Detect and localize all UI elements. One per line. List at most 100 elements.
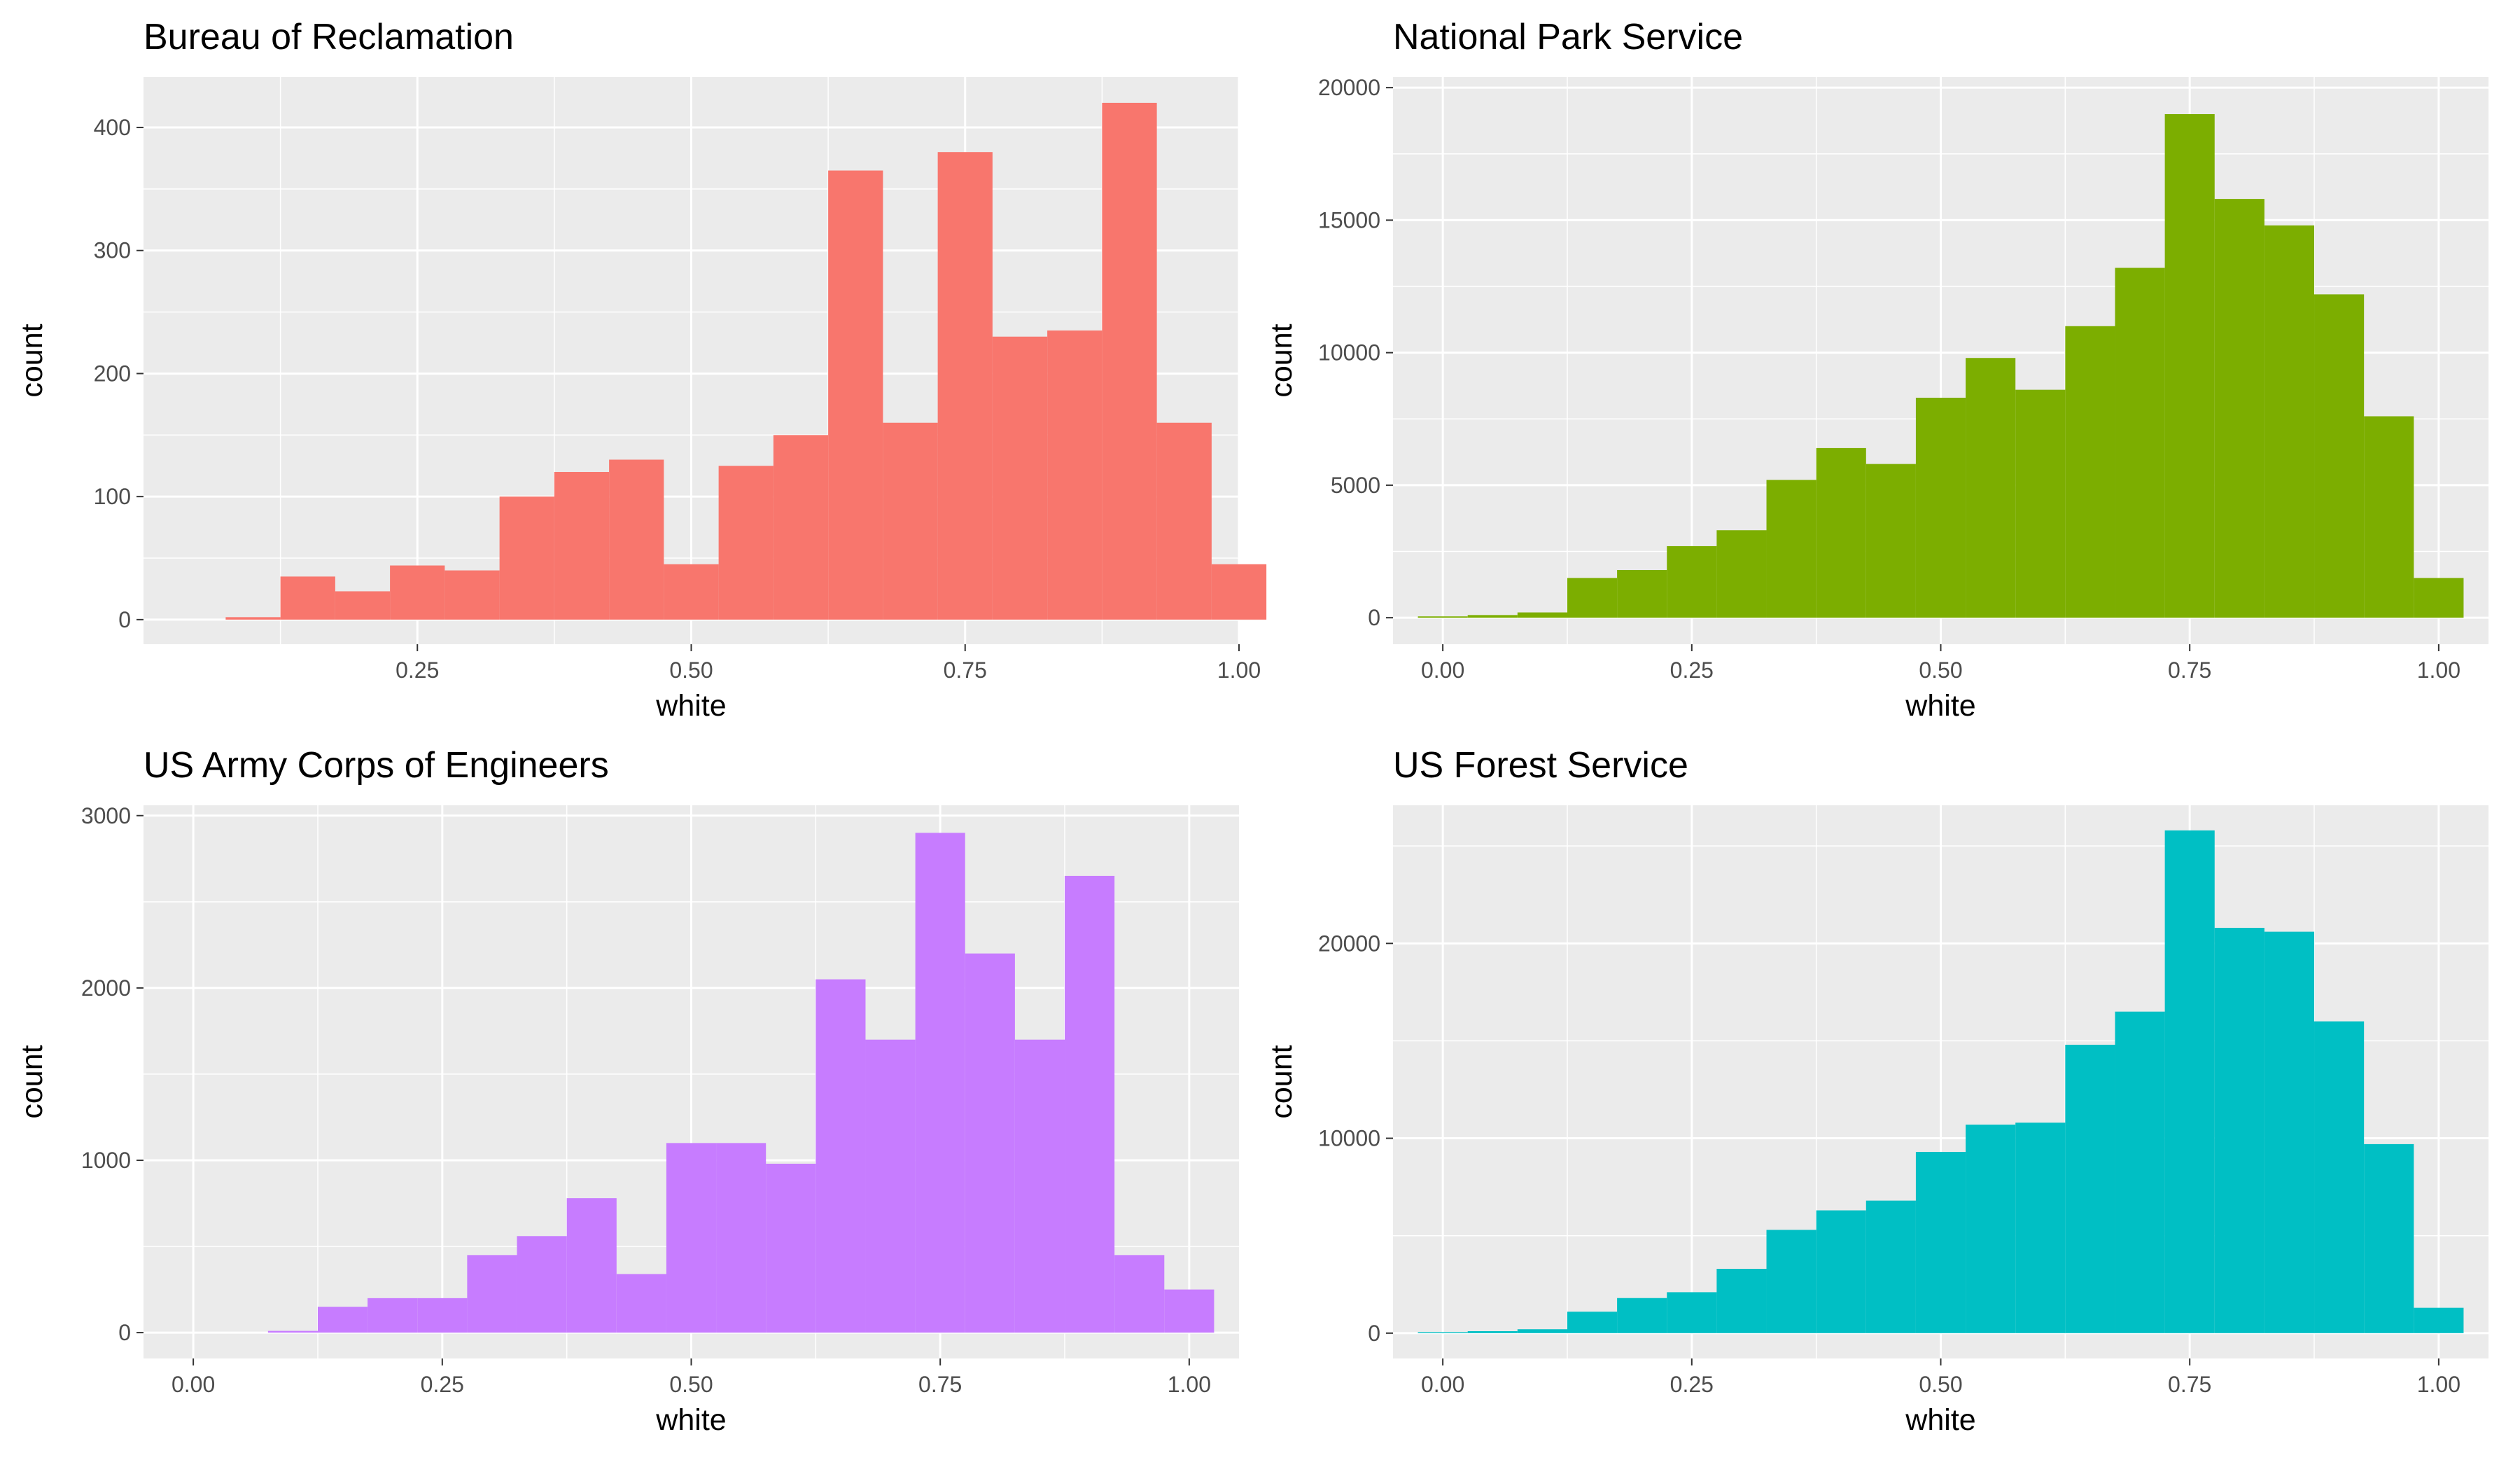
- histogram-bar: [517, 1236, 567, 1333]
- x-tick-label: 0.75: [918, 1372, 962, 1397]
- panel-3: 0.00 0.25 0.50 0.75 1.00 0 1000 2000 3000 US Army…: [15, 745, 1239, 1437]
- histogram-bar: [267, 1330, 318, 1333]
- histogram-bar: [1716, 1268, 1767, 1333]
- y-axis-title: count: [1265, 1045, 1298, 1118]
- y-tick-label: 20000: [1318, 931, 1380, 956]
- histogram-bar: [1915, 1152, 1966, 1333]
- histogram-bar: [816, 979, 866, 1333]
- panel-title: US Army Corps of Engineers: [144, 745, 609, 786]
- y-tick-label: 3000: [81, 803, 131, 828]
- y-tick-label: 0: [1368, 1321, 1380, 1346]
- histogram-bar: [2364, 1143, 2414, 1333]
- x-tick-label: 1.00: [1168, 1372, 1211, 1397]
- y-tick-label: 20000: [1318, 75, 1380, 100]
- histogram-bar: [718, 466, 774, 620]
- panel-4: 0.00 0.25 0.50 0.75 1.00 0 10000 20000 US Forest…: [1265, 745, 2488, 1437]
- histogram-bar: [1617, 1298, 1667, 1333]
- histogram-bar: [566, 1198, 617, 1333]
- y-tick-label: 1000: [81, 1148, 131, 1173]
- histogram-bar: [2164, 113, 2215, 618]
- histogram-bar: [666, 1143, 717, 1333]
- histogram-bar: [2314, 1021, 2365, 1333]
- histogram-bar: [2115, 1011, 2165, 1333]
- histogram-bar: [1418, 616, 1468, 618]
- y-tick-label: 300: [94, 238, 131, 263]
- x-axis-title: white: [1905, 1403, 1975, 1437]
- y-tick-label: 10000: [1318, 1126, 1380, 1151]
- histogram-bar: [1966, 1125, 2016, 1333]
- x-axis-title: white: [655, 1403, 726, 1437]
- histogram-bar: [1667, 1292, 1717, 1333]
- y-axis-title: count: [15, 324, 49, 397]
- x-tick-label: 0.00: [1421, 658, 1464, 683]
- x-tick-label: 0.00: [172, 1372, 215, 1397]
- histogram-bar: [1517, 612, 1567, 618]
- histogram-bar: [2115, 267, 2165, 618]
- histogram-bar: [467, 1255, 517, 1333]
- y-tick-label: 0: [1368, 605, 1380, 630]
- histogram-bar: [883, 422, 938, 620]
- panel-1: 0.25 0.50 0.75 1.00 0 100 200 300 400 Bureau of R…: [15, 17, 1267, 723]
- histogram-bar: [499, 496, 554, 620]
- y-tick-label: 100: [94, 484, 131, 509]
- histogram-bar: [2214, 199, 2264, 618]
- y-tick-label: 5000: [1331, 473, 1380, 498]
- x-tick-label: 1.00: [1217, 658, 1261, 683]
- histogram-bar: [1467, 1331, 1518, 1333]
- y-tick-label: 400: [94, 115, 131, 140]
- histogram-bar: [1667, 545, 1717, 618]
- histogram-bar: [609, 459, 664, 620]
- x-tick-label: 0.75: [2168, 1372, 2211, 1397]
- x-tick-label: 0.00: [1421, 1372, 1464, 1397]
- x-tick-label: 0.50: [1919, 1372, 1962, 1397]
- histogram-bar: [368, 1298, 418, 1333]
- histogram-bar: [417, 1298, 468, 1333]
- histogram-bar: [1716, 530, 1767, 618]
- x-tick-label: 0.25: [421, 1372, 464, 1397]
- x-tick-label: 0.75: [944, 658, 987, 683]
- histogram-bar: [1047, 330, 1102, 620]
- histogram-bar: [937, 152, 993, 620]
- panel-2: 0.00 0.25 0.50 0.75 1.00 0 5000 10000 15000 20000…: [1265, 17, 2488, 723]
- y-tick-label: 200: [94, 361, 131, 386]
- y-axis-title: count: [1265, 324, 1298, 397]
- x-tick-label: 1.00: [2417, 1372, 2460, 1397]
- histogram-bar: [1617, 570, 1667, 618]
- histogram-bar: [1766, 1230, 1816, 1333]
- histogram-bar: [390, 565, 445, 620]
- x-tick-label: 0.50: [1919, 658, 1962, 683]
- histogram-bar: [1865, 464, 1916, 618]
- histogram-bar: [317, 1307, 368, 1333]
- histogram-bar: [444, 570, 500, 620]
- histogram-bar: [965, 953, 1015, 1333]
- histogram-bar: [1766, 480, 1816, 618]
- x-tick-label: 1.00: [2417, 658, 2460, 683]
- y-tick-label: 0: [118, 607, 131, 632]
- histogram-bar: [2314, 294, 2365, 618]
- histogram-bar: [225, 617, 281, 620]
- histogram-bar: [2015, 1122, 2066, 1333]
- histogram-bar: [828, 170, 883, 620]
- histogram-bar: [865, 1039, 916, 1333]
- histogram-bar: [616, 1274, 666, 1333]
- histogram-bar: [2414, 1307, 2464, 1333]
- histogram-bar: [1567, 578, 1618, 618]
- x-tick-label: 0.25: [1670, 1372, 1714, 1397]
- histogram-bar: [664, 564, 719, 620]
- histogram-bar: [1211, 564, 1267, 620]
- histogram-bar: [2065, 326, 2115, 618]
- histogram-bar: [1156, 422, 1212, 620]
- histogram-bar: [2264, 225, 2315, 618]
- histogram-bar: [1014, 1039, 1065, 1333]
- panel-title: Bureau of Reclamation: [144, 17, 514, 57]
- histogram-bar: [1865, 1200, 1916, 1333]
- histogram-bar: [766, 1163, 816, 1333]
- histogram-bar: [1567, 1312, 1618, 1333]
- histogram-bar: [2214, 928, 2264, 1333]
- x-tick-label: 0.50: [669, 1372, 713, 1397]
- panel-title: National Park Service: [1393, 17, 1743, 57]
- x-tick-label: 0.50: [669, 658, 713, 683]
- histogram-bar: [2264, 931, 2315, 1333]
- histogram-bar: [1164, 1289, 1214, 1333]
